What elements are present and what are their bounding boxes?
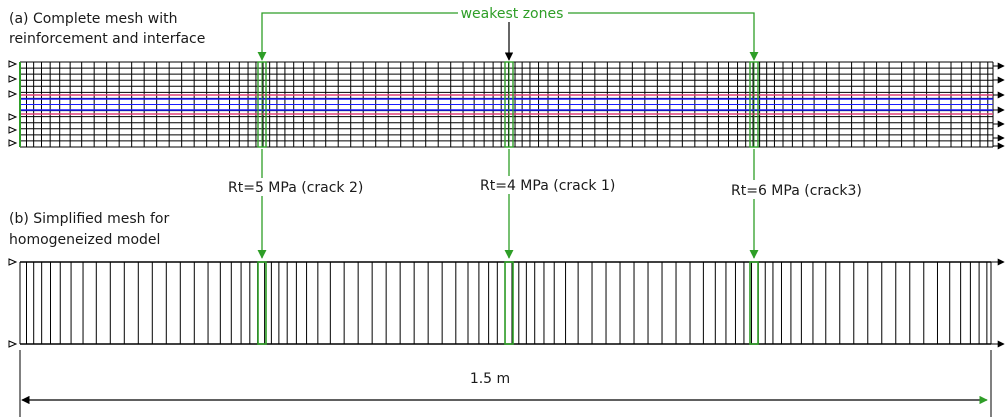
support-triangle bbox=[8, 258, 18, 266]
length-dimension: 1.5 m bbox=[19, 350, 992, 417]
complete-mesh bbox=[19, 61, 994, 148]
weak-zone-highlight-b bbox=[257, 261, 267, 345]
panel-b-title-line2: homogeneized model bbox=[9, 232, 160, 248]
support-triangle bbox=[8, 60, 18, 68]
panel-b-title-line1: (b) Simplified mesh for bbox=[9, 211, 169, 227]
support-triangle bbox=[8, 75, 18, 83]
support-triangle bbox=[8, 90, 18, 98]
support-triangle bbox=[8, 340, 18, 348]
crack1-label: Rt=4 MPa (crack 1) bbox=[480, 178, 615, 194]
panel-b-title: (b) Simplified mesh for homogeneized mod… bbox=[9, 211, 169, 248]
weakest-bracket-line-right bbox=[568, 12, 759, 61]
length-label: 1.5 m bbox=[470, 371, 510, 387]
crack2-label: Rt=5 MPa (crack 2) bbox=[228, 180, 363, 196]
simplified-mesh bbox=[19, 261, 992, 345]
weak-zone-highlight-b bbox=[749, 261, 759, 345]
complete-mesh-supports bbox=[8, 60, 1005, 150]
support-triangle bbox=[8, 139, 18, 147]
crack3-label: Rt=6 MPa (crack3) bbox=[731, 183, 862, 199]
support-triangle bbox=[8, 126, 18, 134]
panel-a-title-line2: reinforcement and interface bbox=[9, 31, 205, 47]
support-triangle bbox=[8, 113, 18, 121]
weakest-bracket-line-left bbox=[257, 12, 458, 61]
panel-a-title-line1: (a) Complete mesh with bbox=[9, 11, 177, 27]
weakest-zones-callout: weakest zones bbox=[257, 6, 759, 61]
weak-zone-highlight-b bbox=[504, 261, 514, 345]
weakest-zones-label: weakest zones bbox=[461, 6, 564, 22]
simplified-mesh-supports bbox=[8, 258, 1005, 348]
panel-a-title: (a) Complete mesh with reinforcement and… bbox=[9, 11, 205, 47]
crack-labels: Rt=5 MPa (crack 2) Rt=4 MPa (crack 1) Rt… bbox=[228, 149, 862, 259]
